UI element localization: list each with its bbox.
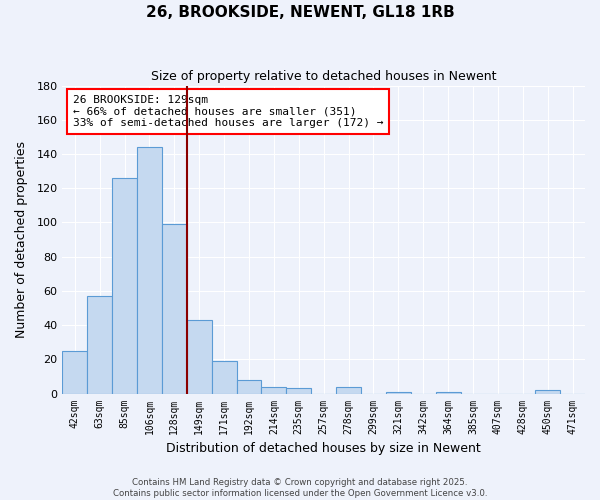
Bar [212, 361, 236, 394]
Bar [187, 320, 212, 394]
Bar [336, 386, 361, 394]
Bar [87, 296, 112, 394]
Bar [535, 390, 560, 394]
Bar [286, 388, 311, 394]
Title: Size of property relative to detached houses in Newent: Size of property relative to detached ho… [151, 70, 496, 83]
Text: 26 BROOKSIDE: 129sqm
← 66% of detached houses are smaller (351)
33% of semi-deta: 26 BROOKSIDE: 129sqm ← 66% of detached h… [73, 95, 383, 128]
Bar [262, 386, 286, 394]
Y-axis label: Number of detached properties: Number of detached properties [15, 141, 28, 338]
Bar [62, 351, 87, 394]
X-axis label: Distribution of detached houses by size in Newent: Distribution of detached houses by size … [166, 442, 481, 455]
Bar [162, 224, 187, 394]
Bar [112, 178, 137, 394]
Bar [386, 392, 411, 394]
Bar [236, 380, 262, 394]
Text: Contains HM Land Registry data © Crown copyright and database right 2025.
Contai: Contains HM Land Registry data © Crown c… [113, 478, 487, 498]
Bar [436, 392, 461, 394]
Bar [137, 147, 162, 394]
Text: 26, BROOKSIDE, NEWENT, GL18 1RB: 26, BROOKSIDE, NEWENT, GL18 1RB [146, 5, 454, 20]
